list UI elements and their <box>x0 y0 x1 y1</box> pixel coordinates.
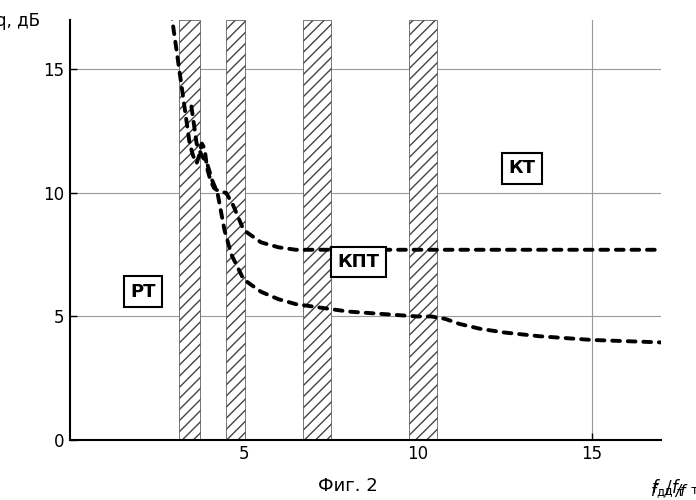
Bar <box>303 20 331 440</box>
Text: /f: /f <box>675 484 686 500</box>
Text: РТ: РТ <box>130 283 155 301</box>
Text: $f_{\text{д}}/f_{\text{т}}$: $f_{\text{д}}/f_{\text{т}}$ <box>651 477 686 500</box>
Bar <box>409 20 437 440</box>
Text: f: f <box>651 484 656 500</box>
Text: КТ: КТ <box>509 159 535 177</box>
Bar <box>226 20 245 440</box>
Text: Фиг. 2: Фиг. 2 <box>318 477 378 495</box>
Y-axis label: q, дБ: q, дБ <box>0 12 40 30</box>
Text: КПТ: КПТ <box>338 253 379 271</box>
Text: т: т <box>690 484 696 498</box>
Bar <box>180 20 200 440</box>
Text: д: д <box>663 484 672 498</box>
